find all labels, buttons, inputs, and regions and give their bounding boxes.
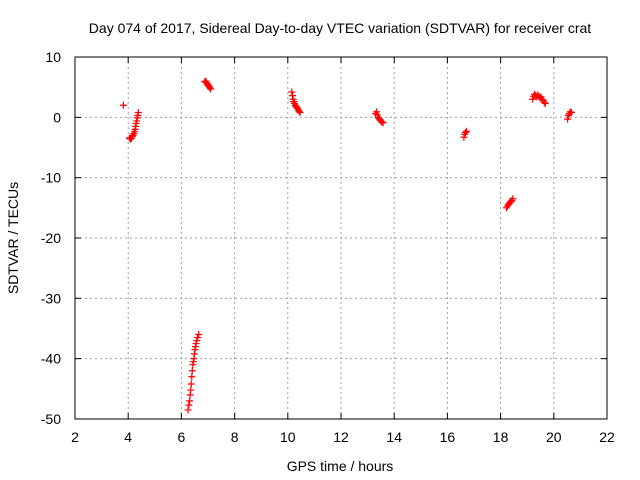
data-point-marker	[379, 119, 387, 127]
chart-title: Day 074 of 2017, Sidereal Day-to-day VTE…	[89, 20, 591, 36]
y-axis-label: SDTVAR / TECUs	[5, 182, 21, 294]
data-point-marker	[460, 133, 468, 141]
data-point-marker	[194, 334, 202, 342]
x-axis-label: GPS time / hours	[287, 458, 394, 474]
data-point-marker	[187, 386, 195, 394]
data-point-marker	[188, 367, 196, 375]
y-tick-label: -40	[41, 351, 61, 367]
data-point-marker	[128, 133, 136, 141]
data-point-marker	[295, 107, 303, 115]
data-point-marker	[188, 373, 196, 381]
x-tick-label: 8	[231, 429, 239, 445]
data-point-marker	[509, 195, 517, 203]
y-tick-label: -50	[41, 411, 61, 427]
data-point-marker	[373, 108, 381, 116]
data-point-marker	[463, 127, 471, 135]
x-tick-label: 6	[178, 429, 186, 445]
data-point-marker	[566, 108, 574, 116]
y-tick-label: -20	[41, 230, 61, 246]
x-tick-label: 12	[333, 429, 349, 445]
data-point-marker	[192, 340, 200, 348]
axis-ticks: 2 4 6 8 10 12 14 16 18 20 22 -50 -40 -30 -20 -10 0 10	[41, 49, 615, 445]
data-point-marker	[185, 401, 193, 409]
data-point-marker	[193, 337, 201, 345]
x-tick-label: 22	[599, 429, 615, 445]
data-point-marker	[461, 128, 469, 136]
x-tick-label: 2	[71, 429, 79, 445]
x-tick-label: 4	[124, 429, 132, 445]
y-tick-label: 10	[45, 49, 61, 65]
data-point-marker	[567, 109, 575, 117]
y-tick-label: 0	[53, 109, 61, 125]
data-point-marker	[134, 109, 142, 117]
y-tick-label: -10	[41, 170, 61, 186]
x-tick-label: 14	[386, 429, 402, 445]
data-point-marker	[378, 118, 386, 126]
x-tick-label: 10	[280, 429, 296, 445]
data-point-marker	[564, 115, 572, 123]
x-tick-label: 18	[493, 429, 509, 445]
data-point-marker	[296, 109, 304, 117]
grid	[75, 57, 607, 419]
data-point-marker	[186, 397, 194, 405]
data-point-marker	[529, 95, 537, 103]
data-point-marker	[540, 98, 548, 106]
data-point-marker	[119, 101, 127, 109]
data-point-marker	[187, 380, 195, 388]
data-point-marker	[184, 406, 192, 414]
data-point-marker	[207, 85, 215, 93]
data-point-marker	[288, 88, 296, 96]
data-series	[119, 77, 575, 414]
x-tick-label: 16	[440, 429, 456, 445]
data-point-marker	[206, 84, 214, 92]
x-tick-label: 20	[546, 429, 562, 445]
y-tick-label: -30	[41, 290, 61, 306]
data-point-marker	[195, 331, 203, 339]
data-point-marker	[541, 99, 549, 107]
